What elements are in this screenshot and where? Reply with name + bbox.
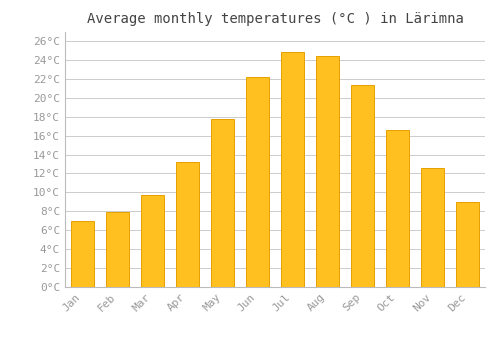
Bar — [106, 212, 129, 287]
Bar — [211, 119, 234, 287]
Bar — [71, 221, 94, 287]
Bar — [141, 195, 164, 287]
Bar — [351, 85, 374, 287]
Bar — [316, 56, 339, 287]
Bar — [281, 52, 304, 287]
Title: Average monthly temperatures (°C ) in Lärimna: Average monthly temperatures (°C ) in Lä… — [86, 12, 464, 26]
Bar — [176, 162, 199, 287]
Bar — [456, 202, 479, 287]
Bar — [386, 130, 409, 287]
Bar — [421, 168, 444, 287]
Bar — [246, 77, 269, 287]
